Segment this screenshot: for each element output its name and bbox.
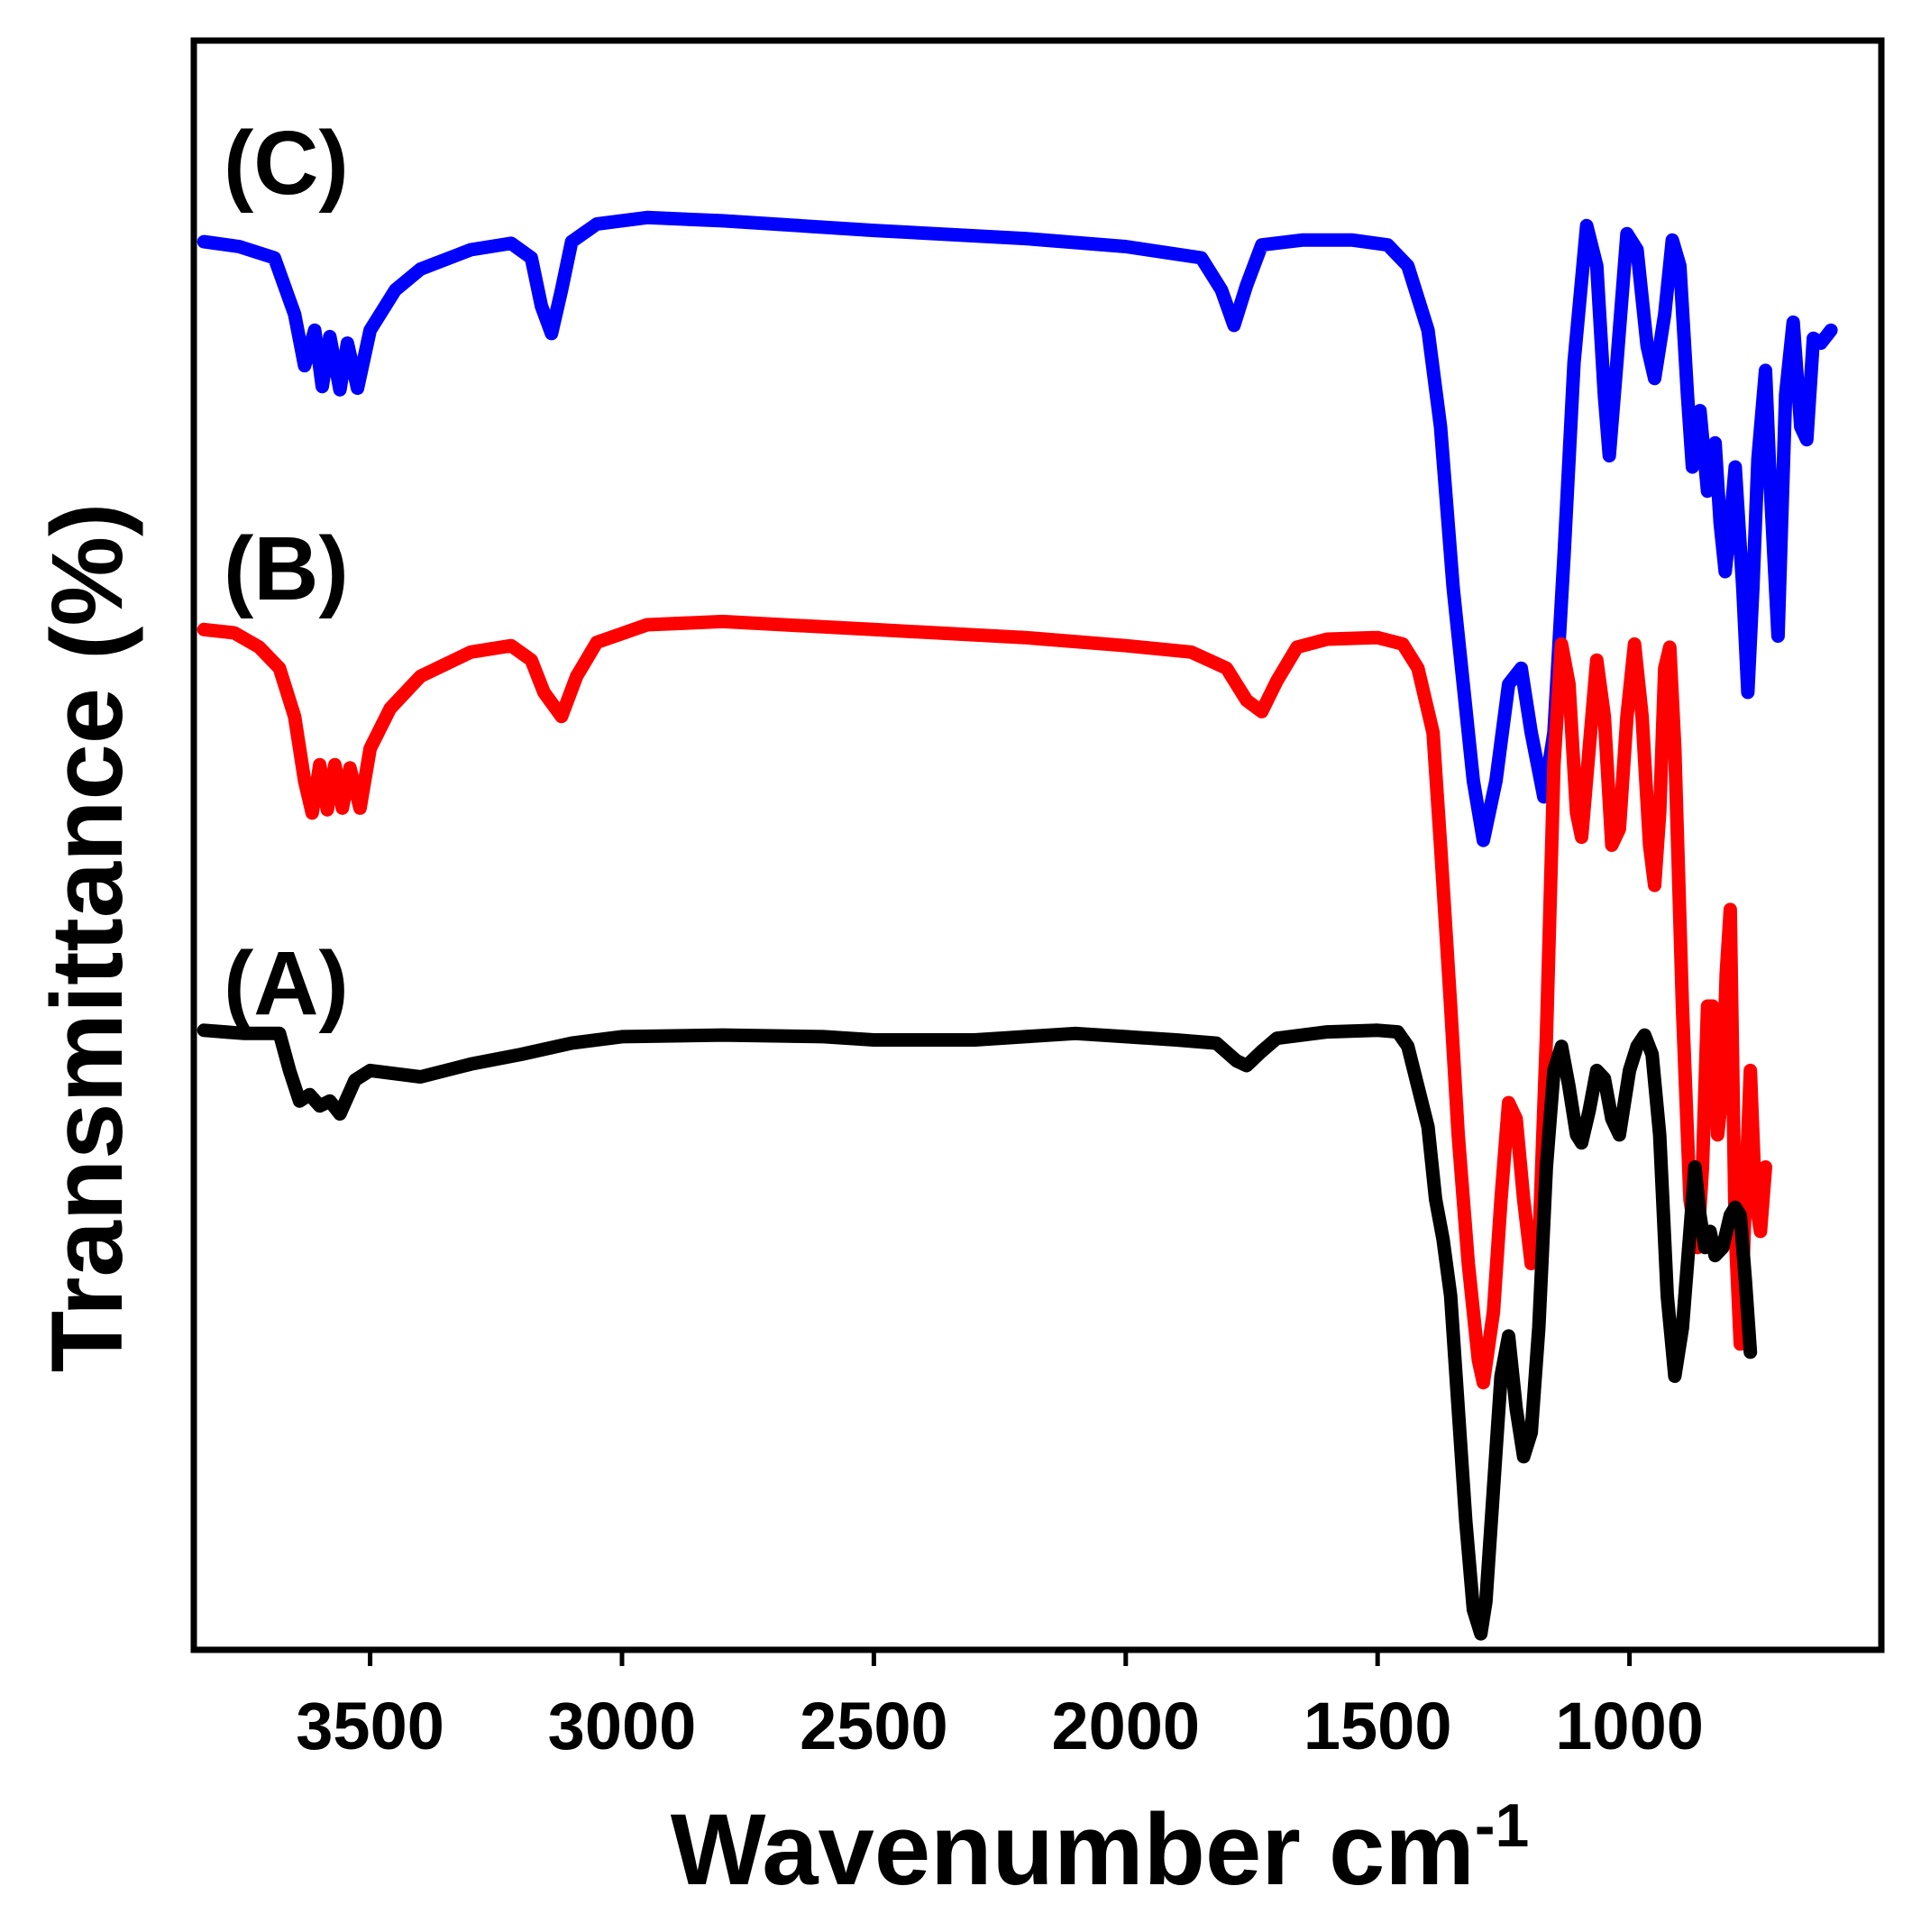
x-tick-label: 1000 — [1555, 1689, 1704, 1763]
series-line-a — [197, 1023, 1758, 1641]
x-tick-label: 2500 — [800, 1689, 948, 1763]
x-tick-label: 1500 — [1304, 1689, 1452, 1763]
series-label-c: (C) — [224, 113, 349, 214]
y-axis-label: Transmittance (%) — [31, 503, 143, 1373]
plot-frame — [190, 37, 1885, 1653]
x-tick-label: 3500 — [296, 1689, 444, 1763]
series-group — [197, 210, 1838, 1641]
x-axis-label-text: Wavenumber cm — [671, 1793, 1475, 1906]
x-axis-label-superscript: -1 — [1475, 1791, 1529, 1860]
x-tick-label: 2000 — [1051, 1689, 1200, 1763]
x-axis-ticks: 3500 3000 2500 2000 1500 1000 — [296, 1650, 1704, 1763]
x-axis-label: Wavenumber cm-1 — [671, 1791, 1530, 1906]
series-line-c — [197, 210, 1838, 847]
x-tick-label: 3000 — [548, 1689, 697, 1763]
series-label-a: (A) — [224, 933, 349, 1034]
series-label-b: (B) — [224, 518, 349, 619]
